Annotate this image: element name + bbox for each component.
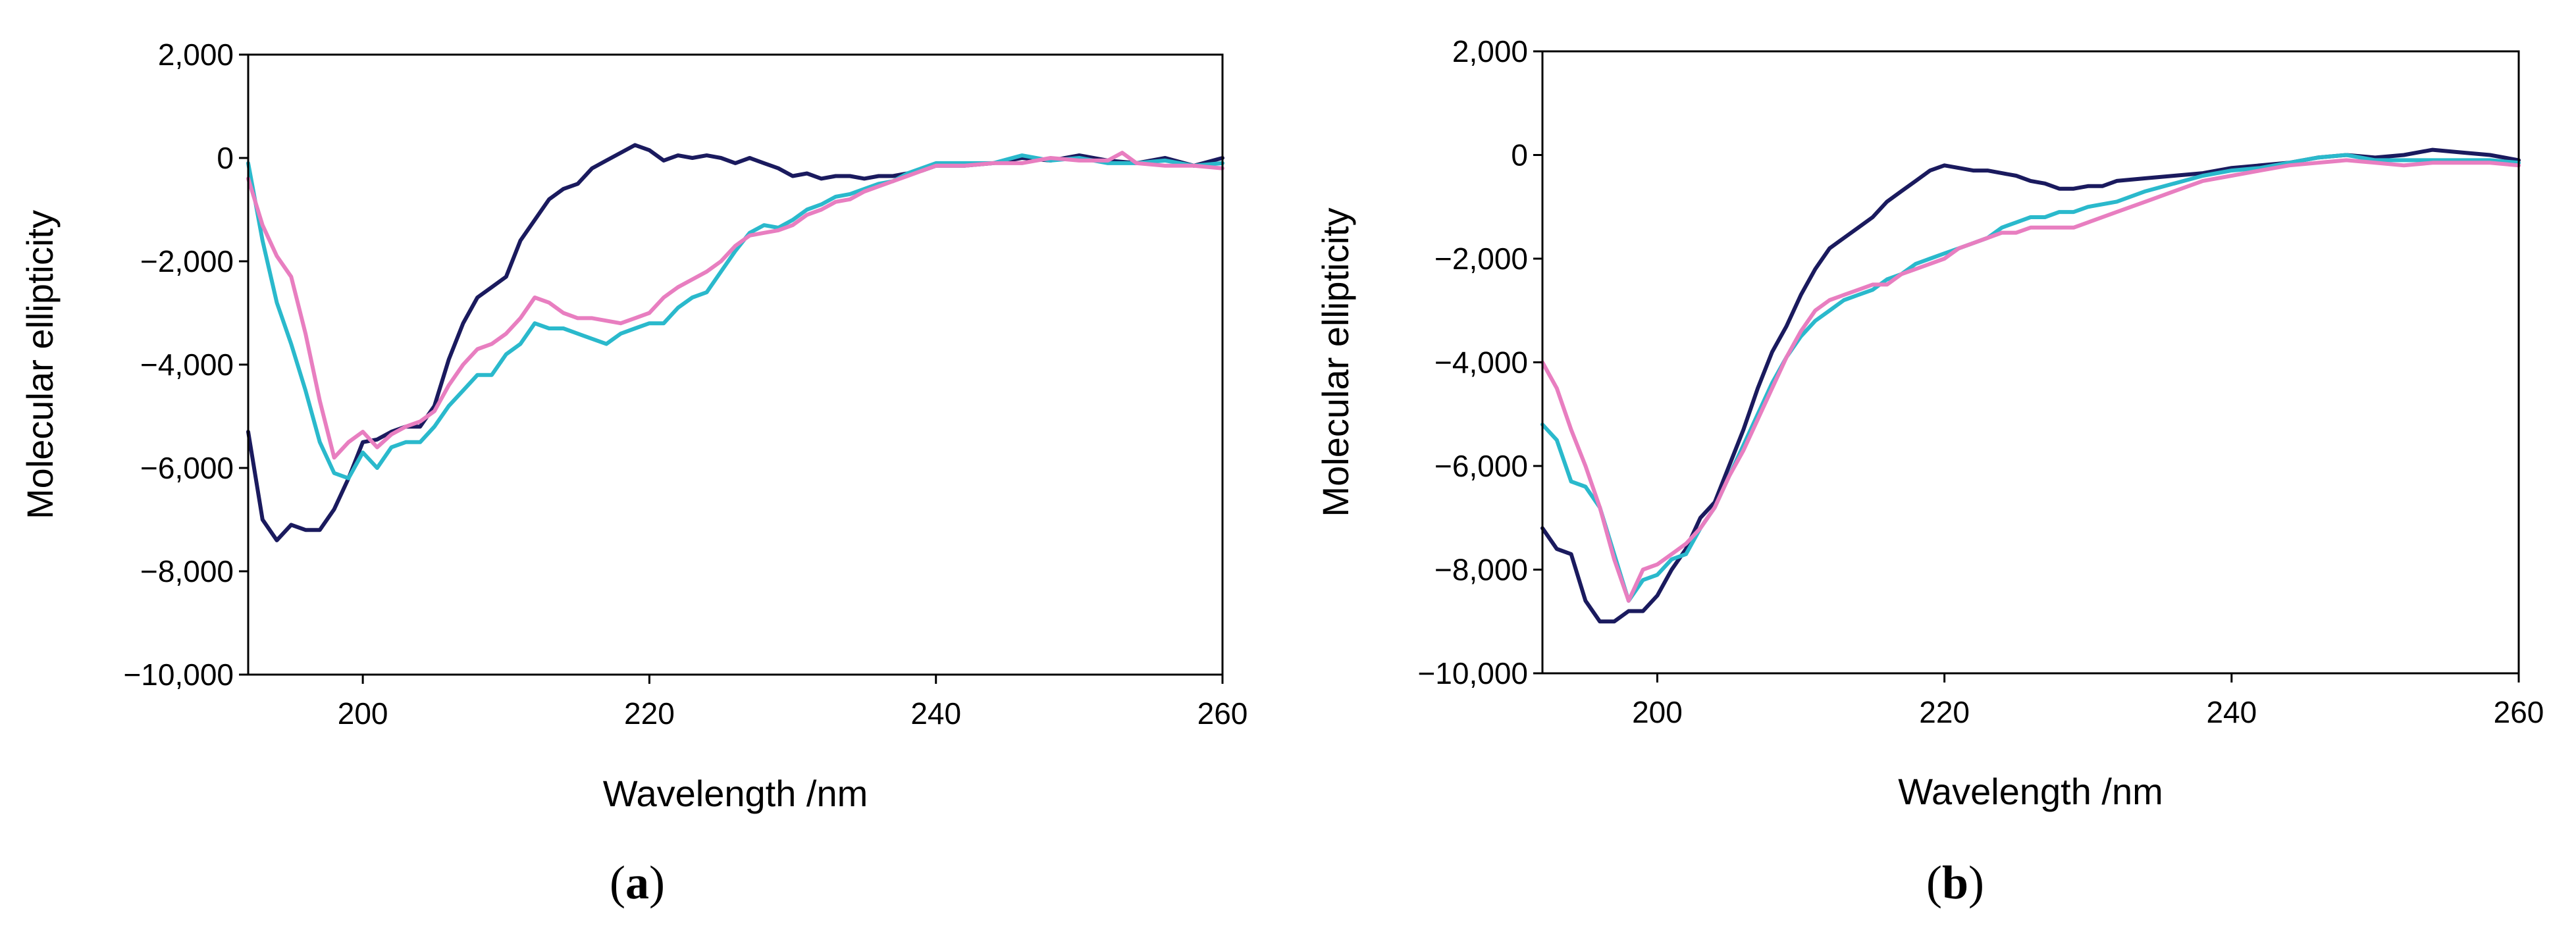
chart-b-x-axis-title: Wavelength /nm — [1898, 771, 2163, 812]
chart-a-x-axis-title: Wavelength /nm — [603, 773, 868, 814]
chart-a-y-tick-label: −4,000 — [140, 348, 234, 382]
chart-a-x-tick-label: 260 — [1197, 696, 1248, 731]
chart-b-y-tick-label: 0 — [1511, 138, 1528, 172]
chart-b-x-tick-label: 260 — [2494, 695, 2544, 729]
panel-a-label: a — [625, 856, 649, 909]
chart-a-y-tick-label: −6,000 — [140, 451, 234, 485]
panel-b-caption: (b) — [1926, 856, 1984, 909]
chart-a-series-line-1 — [246, 143, 1224, 542]
chart-a-series-line-2 — [246, 153, 1224, 480]
chart-a-y-tick-label: −10,000 — [123, 657, 234, 692]
chart-b-y-tick-label: 2,000 — [1452, 34, 1528, 68]
chart-a-y-axis-title: Molecular ellipticity — [19, 210, 61, 519]
chart-b-series-line-2 — [1540, 153, 2521, 603]
chart-a-svg: 2,000 0 −2,000 −4,000 −6,000 −8,000 −10,000 200… — [19, 38, 1248, 814]
chart-b-y-tick-label: −8,000 — [1434, 553, 1528, 587]
chart-a-series-line-3 — [246, 151, 1224, 460]
chart-b-x-tick-label: 200 — [1632, 695, 1683, 729]
panel-a-caption: (a) — [610, 856, 665, 909]
chart-a-x-tick-label: 240 — [910, 696, 961, 731]
chart-b-series-line-1 — [1540, 147, 2521, 624]
chart-b-x-tick-label: 240 — [2206, 695, 2257, 729]
chart-a-y-tick-label: −8,000 — [140, 554, 234, 588]
chart-a-x-tick-label: 200 — [338, 696, 388, 731]
chart-a-x-tick-label: 220 — [624, 696, 675, 731]
chart-panel-a: 2,000 0 −2,000 −4,000 −6,000 −8,000 −10,000 200… — [0, 0, 1284, 925]
chart-b-y-tick-label: −10,000 — [1417, 656, 1528, 690]
chart-a-plot-frame — [247, 53, 1224, 676]
chart-b-svg: 2,000 0 −2,000 −4,000 −6,000 −8,000 −10,000 200… — [1315, 34, 2544, 812]
chart-b-y-axis-title: Molecular ellipticity — [1315, 208, 1356, 517]
chart-panel-b: 2,000 0 −2,000 −4,000 −6,000 −8,000 −10,000 200… — [1309, 0, 2576, 925]
chart-b-plot-frame — [1541, 50, 2520, 675]
chart-b-y-tick-label: −4,000 — [1434, 346, 1528, 380]
chart-a-y-tick-label: −2,000 — [140, 244, 234, 278]
chart-b-y-tick-label: −6,000 — [1434, 449, 1528, 483]
panel-b-label: b — [1941, 856, 1969, 909]
chart-b-series-line-3 — [1540, 158, 2521, 603]
chart-b-x-tick-label: 220 — [1919, 695, 1970, 729]
chart-b-y-tick-label: −2,000 — [1434, 242, 1528, 276]
chart-a-y-tick-label: 0 — [217, 141, 234, 175]
chart-a-y-tick-label: 2,000 — [158, 38, 234, 72]
